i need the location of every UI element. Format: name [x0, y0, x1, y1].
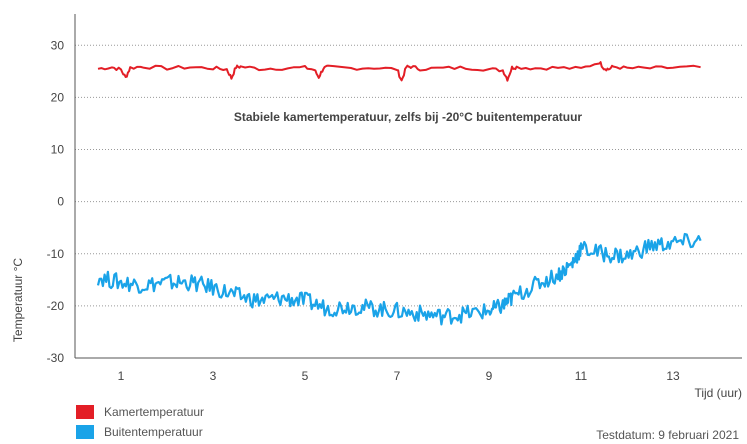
- x-axis-label: Tijd (uur): [694, 386, 742, 400]
- x-tick-label: 7: [394, 369, 401, 383]
- y-tick-label: 30: [51, 38, 65, 52]
- legend-item-kamertemperatuur: Kamertemperatuur: [76, 402, 204, 422]
- series-lines: [96, 61, 702, 326]
- y-axis-label: Temperatuur °C: [11, 258, 25, 342]
- y-tick-label: 10: [51, 143, 65, 157]
- y-tick-label: -30: [47, 351, 65, 365]
- series-line-kamertemperatuur: [97, 61, 701, 82]
- y-tick-label: 0: [57, 195, 64, 209]
- grid-lines: [75, 44, 742, 359]
- legend: Kamertemperatuur Buitentemperatuur: [76, 402, 204, 442]
- x-tick-labels: 1 3 5 7 9 11 13: [118, 369, 680, 383]
- y-tick-label: -20: [47, 299, 65, 313]
- x-tick-label: 11: [575, 369, 588, 383]
- x-tick-label: 13: [666, 369, 680, 383]
- y-tick-labels: 30 20 10 0 -10 -20 -30: [47, 38, 65, 365]
- series-line-buitentemperatuur: [96, 232, 702, 326]
- legend-swatch-blue: [76, 425, 94, 439]
- x-tick-label: 9: [486, 369, 493, 383]
- x-tick-label: 1: [118, 369, 125, 383]
- x-tick-label: 5: [302, 369, 309, 383]
- legend-item-buitentemperatuur: Buitentemperatuur: [76, 422, 204, 442]
- legend-label: Kamertemperatuur: [104, 405, 205, 419]
- x-tick-label: 3: [210, 369, 217, 383]
- y-tick-label: -10: [47, 247, 65, 261]
- legend-label: Buitentemperatuur: [104, 425, 203, 439]
- chart-annotation: Stabiele kamertemperatuur, zelfs bij -20…: [234, 110, 583, 124]
- test-date: Testdatum: 9 februari 2021: [596, 428, 739, 442]
- legend-swatch-red: [76, 405, 94, 419]
- y-tick-label: 20: [51, 90, 65, 104]
